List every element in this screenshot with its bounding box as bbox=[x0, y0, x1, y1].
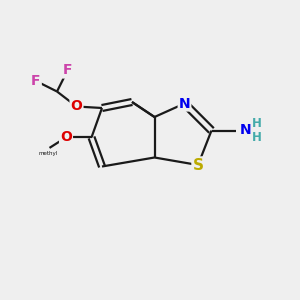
Text: methyl: methyl bbox=[38, 151, 58, 156]
Text: F: F bbox=[31, 74, 41, 88]
Text: O: O bbox=[60, 130, 72, 144]
Text: N: N bbox=[240, 124, 252, 137]
Text: N: N bbox=[179, 97, 190, 110]
Text: S: S bbox=[193, 158, 203, 172]
Text: H: H bbox=[251, 130, 261, 144]
Text: O: O bbox=[70, 100, 83, 113]
Text: F: F bbox=[63, 64, 72, 77]
Text: H: H bbox=[251, 117, 261, 130]
